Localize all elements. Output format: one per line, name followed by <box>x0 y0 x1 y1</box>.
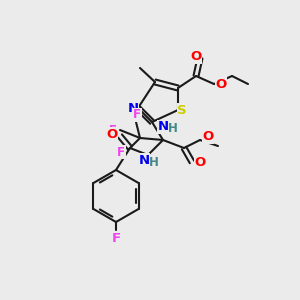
Text: O: O <box>190 50 202 64</box>
Text: O: O <box>215 77 226 91</box>
Text: O: O <box>202 130 214 143</box>
Text: O: O <box>194 155 206 169</box>
Text: H: H <box>149 155 159 169</box>
Text: F: F <box>111 232 121 244</box>
Text: F: F <box>109 124 117 136</box>
Text: N: N <box>138 154 150 166</box>
Text: H: H <box>168 122 177 134</box>
Text: S: S <box>177 103 187 116</box>
Text: F: F <box>117 146 125 158</box>
Text: O: O <box>106 128 118 140</box>
Text: N: N <box>128 101 139 115</box>
Text: N: N <box>158 121 169 134</box>
Text: F: F <box>133 109 141 122</box>
